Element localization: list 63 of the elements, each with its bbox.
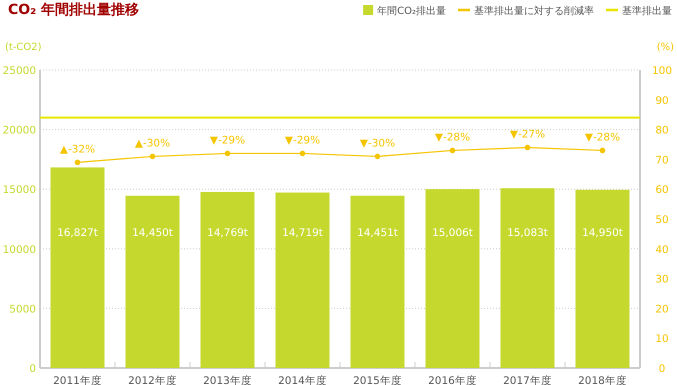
legend-label: 基準排出量に対する削減率 <box>474 5 594 17</box>
y2-tick-label: 0 <box>658 363 666 375</box>
y-tick-label: 15000 <box>2 184 36 196</box>
point <box>374 154 380 160</box>
y-tick-label: 20000 <box>2 124 36 137</box>
point <box>224 150 230 156</box>
data-label: 14,950t <box>582 227 623 239</box>
bar <box>500 188 554 368</box>
annotation: ▲-32% <box>60 143 96 156</box>
y2-tick-label: 30 <box>655 274 669 286</box>
bar <box>126 196 180 368</box>
y-tick-label: 5000 <box>9 303 36 316</box>
y2-tick-label: 10 <box>655 333 669 346</box>
point <box>150 154 156 160</box>
point <box>300 150 306 156</box>
y2-tick-label: 90 <box>655 94 669 107</box>
data-label: 15,083t <box>507 227 548 239</box>
x-tick-label: 2017年度 <box>503 374 552 385</box>
x-tick-label: 2015年度 <box>353 374 402 385</box>
annotation: ▼-29% <box>210 134 246 146</box>
y-axis-title: (t-CO2) <box>5 42 42 53</box>
annotation: ▼-27% <box>510 128 546 140</box>
annotation: ▼-29% <box>284 134 320 146</box>
x-tick-label: 2012年度 <box>128 374 177 385</box>
x-tick-label: 2011年度 <box>53 374 102 385</box>
point <box>524 144 530 150</box>
y2-tick-label: 60 <box>655 184 669 196</box>
data-label: 15,006t <box>432 227 473 239</box>
y-tick-label: 25000 <box>2 65 36 77</box>
annotation: ▼-28% <box>584 131 620 144</box>
annotation: ▼-30% <box>360 137 396 150</box>
point <box>600 148 606 154</box>
point <box>450 148 456 154</box>
x-tick-label: 2018年度 <box>578 374 627 385</box>
bar <box>276 192 330 368</box>
bar <box>50 167 104 368</box>
y2-tick-label: 20 <box>655 303 669 316</box>
x-tick-label: 2014年度 <box>278 374 327 385</box>
x-tick-label: 2016年度 <box>428 374 477 385</box>
legend-label: 基準排出量 <box>622 5 672 17</box>
data-label: 14,719t <box>282 227 323 239</box>
y2-axis-title: (%) <box>656 42 674 53</box>
bar <box>576 190 630 368</box>
chart-title: CO₂ 年間排出量推移 <box>8 2 140 18</box>
y2-tick-label: 100 <box>652 65 672 77</box>
annotation: ▼-28% <box>434 131 470 144</box>
legend-label: 年間CO₂排出量 <box>377 5 446 17</box>
x-tick-label: 2013年度 <box>203 374 252 385</box>
data-label: 14,769t <box>207 227 248 239</box>
point <box>74 160 80 166</box>
bar <box>350 196 404 368</box>
y2-tick-label: 80 <box>655 124 669 137</box>
bar <box>426 189 480 368</box>
data-label: 16,827t <box>57 227 98 239</box>
y-tick-label: 10000 <box>2 244 36 256</box>
y2-tick-label: 70 <box>655 154 669 166</box>
data-label: 14,450t <box>132 227 173 239</box>
y2-tick-label: 40 <box>655 244 669 256</box>
y2-tick-label: 50 <box>655 214 669 226</box>
bar <box>200 192 254 368</box>
y-tick-label: 0 <box>29 363 36 375</box>
data-label: 14,451t <box>357 227 398 239</box>
annotation: ▲-30% <box>134 137 170 150</box>
